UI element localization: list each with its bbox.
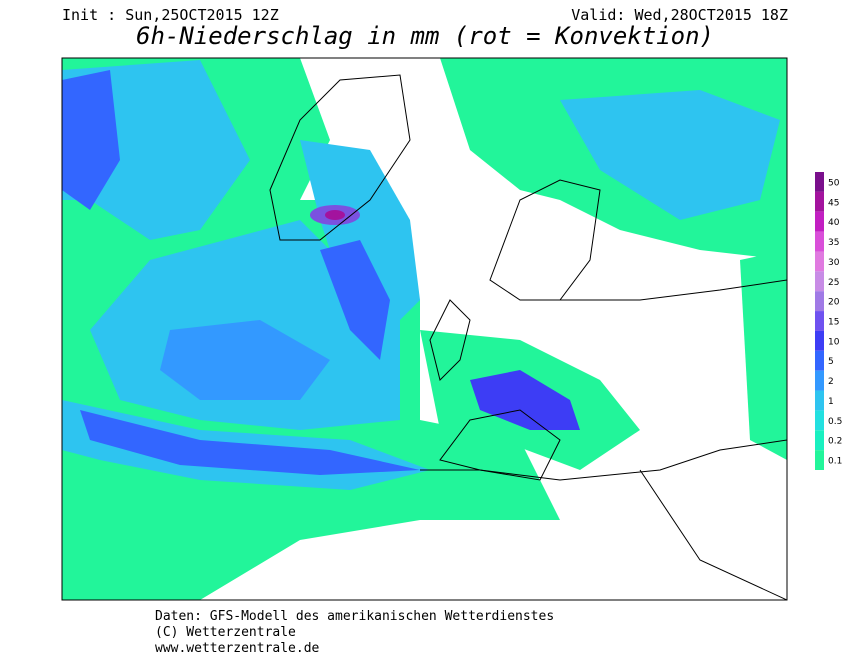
legend-label: 0.1 — [828, 457, 842, 467]
legend-label: 35 — [828, 238, 839, 248]
legend-swatch — [815, 231, 824, 252]
legend-swatch — [815, 211, 824, 232]
precipitation-map — [62, 58, 787, 600]
legend-swatch — [815, 251, 824, 272]
legend-label: 25 — [828, 278, 839, 288]
website: www.wetterzentrale.de — [155, 641, 320, 656]
legend-swatch — [815, 191, 824, 212]
color-legend: 50 45 40 35 30 25 20 15 10 5 2 1 0.5 0.2 0.1 — [815, 172, 842, 470]
legend-swatch — [815, 410, 824, 431]
legend-label: 45 — [828, 198, 839, 208]
init-time: Init : Sun,25OCT2015 12Z — [62, 6, 279, 24]
legend-swatch — [815, 390, 824, 411]
legend-label: 40 — [828, 218, 840, 228]
valid-time: Valid: Wed,28OCT2015 18Z — [571, 6, 788, 24]
legend-swatch — [815, 430, 824, 451]
data-source: Daten: GFS-Modell des amerikanischen Wet… — [155, 609, 554, 624]
legend-label: 50 — [828, 178, 840, 188]
legend-label: 15 — [828, 318, 839, 328]
legend-swatch — [815, 330, 824, 351]
legend-label: 2 — [828, 377, 834, 387]
legend-label: 1 — [828, 397, 834, 407]
legend-swatch — [815, 370, 824, 391]
copyright: (C) Wetterzentrale — [155, 625, 296, 640]
legend-label: 0.5 — [828, 417, 842, 427]
legend-label: 5 — [828, 357, 834, 367]
legend-swatch — [815, 311, 824, 331]
legend-swatch — [815, 350, 824, 371]
map-title: 6h-Niederschlag in mm (rot = Konvektion) — [136, 22, 714, 50]
legend-label: 10 — [828, 337, 840, 347]
legend-swatch — [815, 450, 824, 470]
legend-swatch — [815, 172, 824, 192]
legend-swatch — [815, 291, 824, 312]
legend-label: 20 — [828, 298, 840, 308]
map-frame — [61, 57, 788, 601]
legend-label: 30 — [828, 258, 840, 268]
legend-label: 0.2 — [828, 437, 842, 447]
legend-swatch — [815, 271, 824, 292]
